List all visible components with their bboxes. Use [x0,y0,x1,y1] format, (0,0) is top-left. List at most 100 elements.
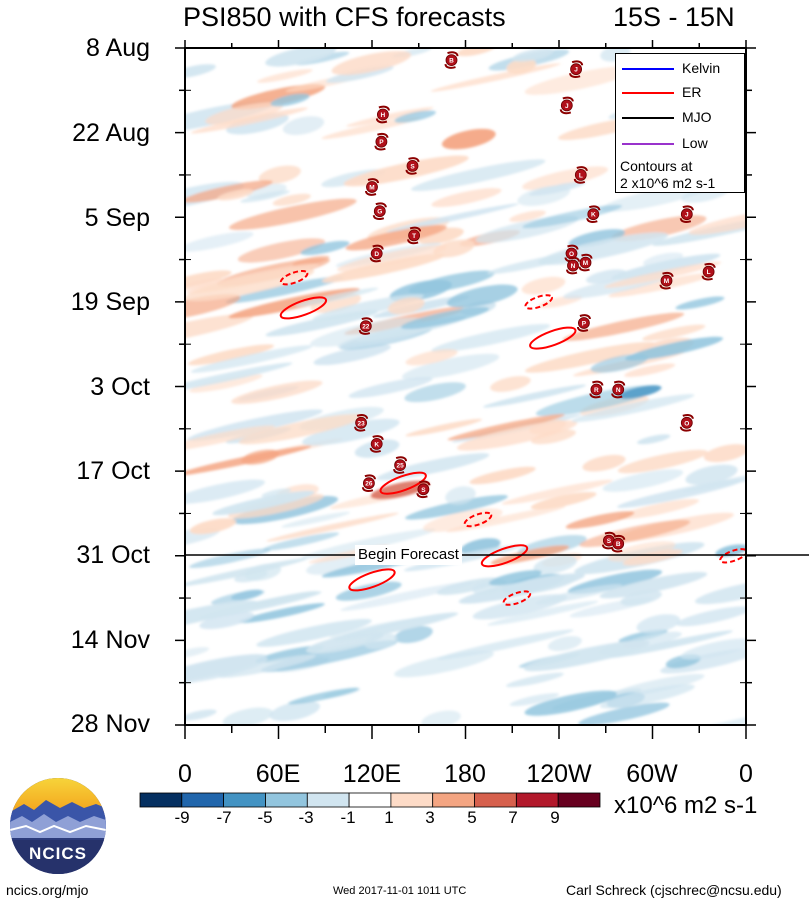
colorbar-label: -5 [257,808,273,827]
storm-label: T [412,233,416,240]
field-blob [410,159,546,191]
y-tick-label: 14 Nov [70,626,150,654]
field-blob [272,193,311,206]
storm-marker: 22 [358,317,373,335]
field-blob [281,511,351,528]
field-blob [447,414,565,441]
field-blob [469,466,536,485]
storm-marker: O [564,244,579,263]
field-blob [257,69,313,83]
field-blob [337,244,447,272]
field-blob [239,603,325,624]
field-blob [610,674,705,698]
field-blob [530,491,597,510]
colorbar-swatch [181,792,225,808]
field-blob [348,377,433,398]
field-blob [445,486,476,505]
er-contour [463,511,493,528]
colorbar-label: 9 [550,808,560,827]
storm-label: G [377,209,382,216]
storm-marker: M [578,253,593,272]
field-blob [676,606,746,627]
field-blob [405,494,508,520]
field-blob [313,344,391,366]
storm-label: M [664,278,669,285]
field-blob [310,317,423,347]
field-blob [282,116,325,136]
legend-note-line1: Contours at [620,158,693,174]
field-blob [405,349,458,366]
field-blob [625,336,724,361]
legend-label: ER [682,84,702,100]
field-blob [185,180,273,203]
field-blob [394,650,494,678]
er-contour [502,590,532,606]
axis-ticks [175,40,756,739]
field-blob [190,107,308,134]
field-blob [386,203,519,233]
storm-marker: J [679,205,694,223]
field-blob [261,488,292,498]
field-blob [547,636,582,652]
field-blob [394,626,433,644]
colorbar-swatch [139,792,183,808]
footer-timestamp: Wed 2017-11-01 1011 UTC [333,885,467,897]
field-blob [269,700,321,722]
colorbar-swatch [432,792,475,808]
x-tick-label: 60W [626,760,678,788]
field-blob [231,380,323,404]
begin-forecast-label: Begin Forecast [355,545,462,565]
field-blob [401,353,500,380]
footer-author: Carl Schreck (cjschrec@ncsu.edu) [566,882,782,898]
field-blob [222,707,273,725]
field-blob [387,297,425,315]
y-tick-label: 8 Aug [86,34,150,62]
field-blob [509,210,546,222]
field-blob [431,188,502,208]
field-blob [421,710,461,725]
field-blob [405,418,483,437]
field-blob [568,229,626,248]
y-tick-label: 5 Sep [84,204,150,232]
field-blob [642,324,706,341]
field-blob [256,618,372,647]
colorbar-swatch [265,792,308,808]
storm-label: J [574,67,578,74]
field-blob [418,227,464,245]
field-blob [185,647,210,659]
storm-marker: M [365,178,379,196]
field-feature [565,511,635,529]
field-blob [244,563,282,581]
y-tick-label: 22 Aug [72,119,150,147]
field-blob [185,425,275,452]
field-blob [715,544,746,557]
field-blob [620,590,662,606]
field-blob [617,449,708,474]
chart-title: PSI850 with CFS forecasts [183,2,506,32]
field-blob [228,493,324,519]
field-blob [376,453,490,481]
field-feature [675,296,725,310]
field-blob [302,418,400,446]
field-blob [660,648,746,674]
storm-label: J [685,212,689,219]
field-blob [636,614,681,634]
field-blob [185,709,217,721]
field-blob [240,190,290,203]
field-blob [441,128,496,150]
legend-swatch [622,68,674,70]
storm-label: 23 [357,420,365,427]
field-blob [703,444,746,463]
field-blob [346,107,434,127]
legend-item-mjo: MJO [620,107,742,127]
field-blob [506,672,564,688]
field-blob [680,638,746,660]
storm-label: O [684,420,689,427]
field-blob [301,528,436,559]
field-blob [394,110,436,123]
field-blob [185,445,312,476]
colorbar-swatch [474,792,517,808]
legend-item-er: ER [620,82,742,102]
x-tick-label: 0 [178,760,192,788]
storm-marker: S [405,157,420,175]
